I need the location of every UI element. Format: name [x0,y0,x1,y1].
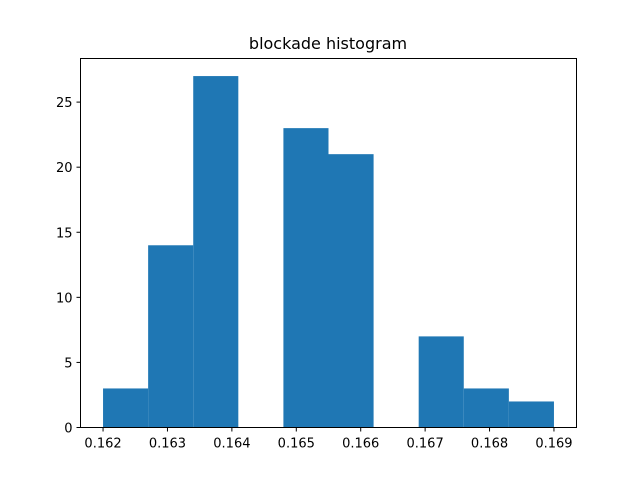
chart-title: blockade histogram [249,34,407,53]
x-tick-label: 0.165 [278,437,315,452]
y-tick-label: 5 [64,356,72,371]
histogram-bar [148,245,194,428]
histogram-bar [463,388,509,428]
plot-frame [80,58,577,428]
x-tick-label: 0.168 [471,437,508,452]
histogram-bar [193,76,239,428]
y-tick-label: 0 [64,422,72,437]
x-tick-label: 0.164 [213,437,250,452]
x-tick-label: 0.167 [407,437,444,452]
x-tick-label: 0.162 [84,437,121,452]
histogram-bar [418,336,464,428]
y-tick-label: 25 [56,96,73,111]
histogram-bar [103,388,149,428]
histogram-bar [283,128,329,428]
bars-group [103,76,554,428]
y-tick-label: 10 [56,291,73,306]
x-tick-label: 0.163 [149,437,186,452]
x-axis-ticks: 0.162 0.163 0.164 0.165 0.166 0.167 0.168 0.169 [84,427,573,452]
x-tick-label: 0.166 [342,437,379,452]
histogram-bar [508,401,554,428]
x-tick-label: 0.169 [535,437,572,452]
y-tick-label: 20 [56,161,73,176]
y-axis-ticks: 0 5 10 15 20 25 [56,96,81,437]
y-tick-label: 15 [56,226,73,241]
histogram-bar [328,154,374,428]
